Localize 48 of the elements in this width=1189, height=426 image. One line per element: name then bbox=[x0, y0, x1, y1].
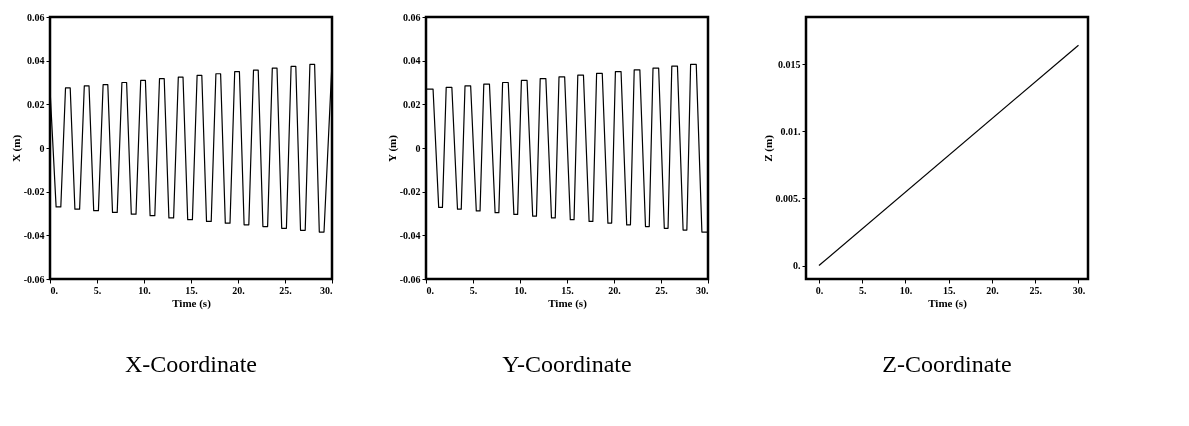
x-axis-title: Time (s) bbox=[548, 296, 588, 310]
y-tick-label: 0 bbox=[415, 142, 421, 154]
x-tick-label: 10. bbox=[514, 284, 528, 296]
x-axis-title: Time (s) bbox=[928, 296, 968, 310]
y-tick-label: 0.04 bbox=[27, 55, 45, 67]
y-tick-label: 0.06 bbox=[27, 11, 45, 23]
y-tick-label: -0.04 bbox=[399, 229, 421, 241]
y-axis-title: X (m) bbox=[9, 134, 23, 163]
y-tick-label: 0.015 bbox=[778, 58, 801, 70]
x-tick-label: 15. bbox=[185, 284, 199, 296]
x-tick-label: 5. bbox=[469, 284, 478, 296]
x-tick-label: 10. bbox=[138, 284, 152, 296]
x-tick-label: 20. bbox=[232, 284, 246, 296]
x-tick-label: 10. bbox=[899, 284, 913, 296]
y-axis-title: Z (m) bbox=[761, 134, 775, 162]
x-tick-label: 15. bbox=[561, 284, 575, 296]
x-tick-label: 0. bbox=[815, 284, 824, 296]
y-tick-label: -0.06 bbox=[399, 273, 421, 285]
x-tick-label: 25. bbox=[279, 284, 293, 296]
y-tick-label: -0.02 bbox=[399, 186, 421, 198]
x-tick-label: 25. bbox=[655, 284, 669, 296]
text: Z-Coordinate bbox=[882, 351, 1012, 377]
x-tick-label: 30. bbox=[320, 284, 333, 296]
y-tick-label: 0.01. bbox=[780, 125, 801, 137]
y-tick-label: 0.02 bbox=[27, 98, 45, 110]
y-tick-label: -0.02 bbox=[23, 186, 45, 198]
y-tick-label: 0.06 bbox=[403, 11, 421, 23]
y-tick-label: 0. bbox=[793, 260, 801, 272]
x-tick-label: 0. bbox=[426, 284, 435, 296]
y-tick-label: 0.04 bbox=[403, 55, 421, 67]
x-tick-label: 20. bbox=[986, 284, 1000, 296]
x-tick-label: 15. bbox=[942, 284, 956, 296]
text: X-Coordinate bbox=[125, 351, 257, 377]
x-tick-label: 0. bbox=[50, 284, 59, 296]
x-tick-label: 30. bbox=[696, 284, 709, 296]
y-tick-label: 0 bbox=[39, 142, 45, 154]
y-axis-title: Y (m) bbox=[385, 134, 399, 162]
x-tick-label: 5. bbox=[858, 284, 867, 296]
x-axis-title: Time (s) bbox=[172, 296, 212, 310]
x-tick-label: 25. bbox=[1029, 284, 1043, 296]
x-tick-label: 20. bbox=[608, 284, 622, 296]
text: Y-Coordinate bbox=[502, 351, 632, 377]
x-tick-label: 30. bbox=[1072, 284, 1086, 296]
x-tick-label: 5. bbox=[93, 284, 102, 296]
y-tick-label: 0.005. bbox=[775, 192, 801, 204]
y-tick-label: -0.04 bbox=[23, 229, 45, 241]
y-tick-label: -0.06 bbox=[23, 273, 45, 285]
y-tick-label: 0.02 bbox=[403, 98, 421, 110]
